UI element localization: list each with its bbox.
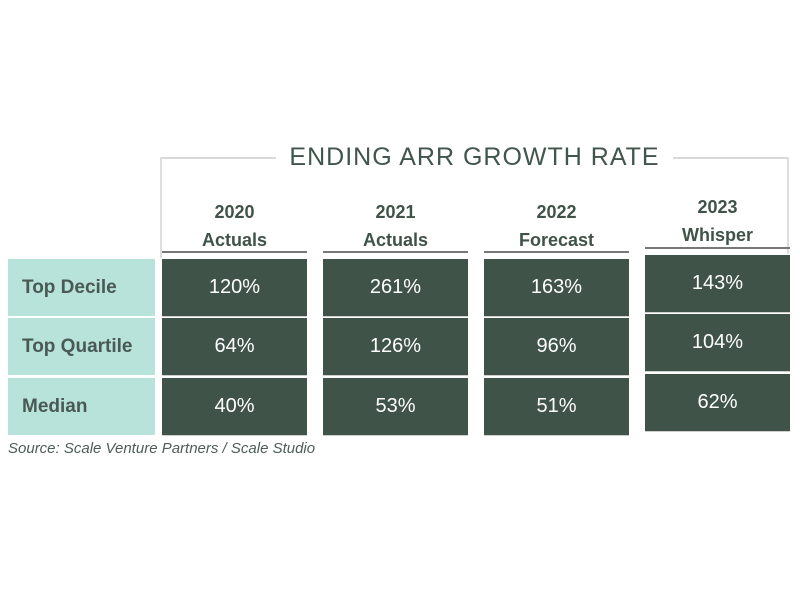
header-underline-2022 [484,251,629,253]
row-label-top-quartile: Top Quartile [8,318,155,375]
value-cell-top-quartile-2021: 126% [323,318,468,375]
column-label: Actuals [201,230,268,250]
value-cell-top-quartile-2022: 96% [484,318,629,375]
value-cell-top-quartile-2023: 104% [645,314,790,371]
value-cell-top-decile-2020: 120% [162,259,307,316]
value-cell-top-decile-2022: 163% [484,259,629,316]
value-cell-top-decile-2023: 143% [645,255,790,312]
value-cell-median-2020: 40% [162,378,307,435]
value-cell-median-2021: 53% [323,378,468,435]
value-cell-top-decile-2021: 261% [323,259,468,316]
header-underline-2021 [323,251,468,253]
bracket-vline-left [160,157,162,258]
row-label-top-decile: Top Decile [8,259,155,316]
value-cell-median-2023: 62% [645,374,790,431]
bracket-line-left [160,156,277,159]
column-year: 2022 [536,202,577,222]
column-header-2020: 2020 Actuals [162,198,307,254]
column-label: Whisper [681,225,753,245]
source-note: Source: Scale Venture Partners / Scale S… [8,440,316,457]
header-underline-2023 [645,247,790,249]
column-year: 2020 [214,202,255,222]
column-label: Forecast [518,230,595,250]
value-cell-top-quartile-2020: 64% [162,318,307,375]
title-row: ENDING ARR GROWTH RATE [160,143,790,172]
header-underline-2020 [162,251,307,253]
value-cell-median-2022: 51% [484,378,629,435]
column-year: 2023 [697,197,738,217]
bracket-vline-right [787,157,789,254]
row-label-median: Median [8,378,155,435]
page-title: ENDING ARR GROWTH RATE [289,143,660,171]
bracket-line-right [672,156,790,159]
column-header-2023: 2023 Whisper [645,193,790,249]
column-year: 2021 [375,202,416,222]
column-header-2022: 2022 Forecast [484,198,629,254]
column-header-2021: 2021 Actuals [323,198,468,254]
column-label: Actuals [362,230,429,250]
